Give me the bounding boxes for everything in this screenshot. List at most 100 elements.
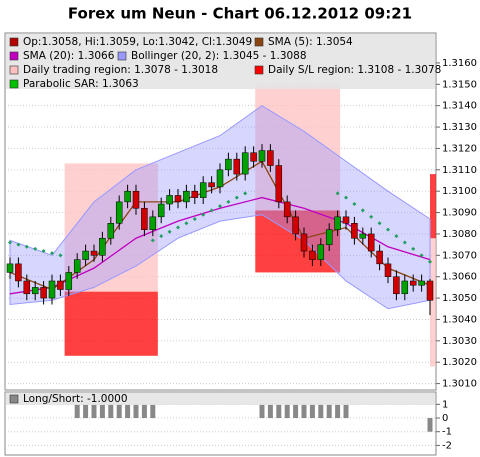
y-tick-label: -2	[442, 440, 452, 451]
candle-body	[82, 250, 89, 260]
candle-body	[90, 250, 98, 256]
sar-dot	[58, 253, 63, 258]
y-tick-label: 1.3130	[442, 122, 477, 133]
candle-body	[191, 190, 199, 198]
legend-label: Op:1.3058, Hi:1.3059, Lo:1.3042, Cl:1.30…	[23, 36, 252, 48]
legend-label: Daily S/L region: 1.3108 - 1.3078	[268, 64, 441, 76]
legend-swatch	[9, 51, 19, 61]
candle-body	[107, 223, 115, 239]
candle-body	[225, 158, 232, 171]
y-tick-label: 1.3030	[442, 336, 477, 347]
candle-body	[376, 250, 383, 265]
chart-title: Forex um Neun - Chart 06.12.2012 09:21	[68, 5, 412, 23]
legend-label: Parabolic SAR: 1.3063	[23, 78, 139, 90]
sar-dot	[159, 234, 164, 239]
candle-body	[208, 182, 215, 188]
sar-dot	[218, 204, 222, 209]
lower-panel: 1 0 -1 -2 Long/Short: -1.0000	[4, 391, 452, 456]
candle-body	[292, 216, 299, 235]
bar	[335, 404, 341, 419]
candle-body	[351, 223, 358, 239]
candle-body	[393, 276, 400, 295]
sar-dot	[335, 191, 340, 196]
region	[430, 238, 436, 367]
sar-dot	[192, 216, 197, 221]
bar	[293, 404, 299, 419]
y-tick-label: 1	[442, 399, 448, 410]
indicator-line	[9, 196, 431, 295]
y-tick-label: 1.3080	[442, 229, 477, 240]
legend-label: Bollinger (20, 2): 1.3045 - 1.3088	[131, 50, 307, 62]
legend-swatch	[9, 79, 19, 89]
bar	[284, 404, 290, 419]
candle-body	[57, 280, 64, 290]
sar-dot	[243, 191, 248, 196]
sar-dot	[176, 225, 180, 230]
bar	[133, 404, 139, 419]
candle-body	[342, 216, 350, 224]
candle-body	[132, 190, 140, 209]
legend-label: Long/Short: -1.0000	[23, 393, 128, 405]
candle-body	[183, 190, 190, 203]
candle-body	[401, 280, 409, 295]
legend-box	[6, 34, 435, 89]
legend-swatch	[254, 37, 264, 47]
sar-dot	[402, 240, 407, 245]
candle-body	[233, 158, 241, 175]
sar-dot	[386, 227, 390, 232]
y-tick-label: 1.3090	[442, 208, 477, 219]
candle-body	[216, 169, 224, 188]
main-panel: 1.3010 1.3020 1.3030 1.3040 1.3050 1.3060 1.30…	[4, 32, 477, 391]
y-tick-label: 1.3150	[442, 79, 477, 90]
candle-body	[73, 259, 81, 273]
legend-swatch	[9, 65, 19, 75]
bar	[125, 404, 131, 419]
y-tick-label: 1.3160	[442, 58, 477, 69]
bar	[150, 404, 156, 419]
bar	[301, 404, 307, 419]
bar	[309, 404, 315, 419]
sar-dot	[428, 259, 432, 264]
bar	[427, 418, 433, 432]
y-tick-label: 1.3020	[442, 357, 477, 368]
candle-body	[325, 229, 333, 245]
sar-dot	[201, 212, 206, 217]
candle-body	[149, 216, 157, 230]
bar	[74, 404, 80, 419]
legend-label: SMA (20): 1.3066	[23, 50, 115, 62]
candle-body	[309, 250, 316, 260]
bar	[276, 404, 282, 419]
sar-dot	[24, 244, 29, 249]
sar-dot	[419, 253, 424, 258]
candle-body	[199, 182, 207, 198]
bar	[141, 404, 147, 419]
y-tick-label: 1.3050	[442, 293, 477, 304]
candle-body	[31, 287, 39, 295]
sar-dot	[394, 234, 399, 239]
candle-body	[65, 272, 73, 290]
bar	[108, 404, 114, 419]
sar-dot	[352, 202, 357, 207]
candle-body	[48, 280, 56, 299]
bar	[259, 404, 265, 419]
legend-swatch	[117, 51, 127, 61]
y-tick-label: 0	[442, 413, 448, 424]
candle-body	[317, 244, 325, 260]
candle-body	[166, 195, 173, 205]
candle-body	[267, 150, 274, 166]
sar-dot	[377, 221, 382, 226]
sar-dot	[360, 208, 365, 213]
candle-body	[124, 190, 131, 203]
sar-dot	[167, 229, 172, 234]
y-tick-label: 1.3120	[442, 143, 477, 154]
y-tick-label: 1.3100	[442, 186, 477, 197]
bar	[83, 404, 89, 419]
legend-swatch	[254, 65, 264, 75]
sar-dot	[344, 195, 348, 200]
candle-body	[258, 150, 266, 162]
y-tick-label: 1.3060	[442, 272, 477, 283]
bar	[318, 404, 324, 419]
y-tick-label: -1	[442, 427, 452, 438]
bar	[116, 404, 122, 419]
